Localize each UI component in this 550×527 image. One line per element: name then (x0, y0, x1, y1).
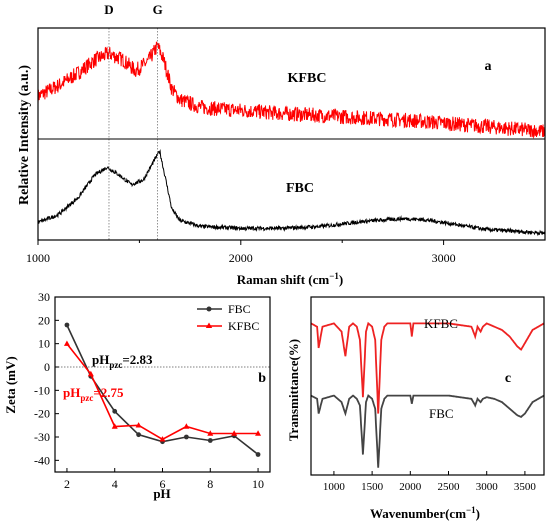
zeta-point-kfbc (183, 423, 190, 429)
panel-b-ytick-label: 30 (38, 290, 50, 304)
panel-b-legend: FBC KFBC (194, 299, 268, 337)
legend-background (194, 299, 268, 337)
panel-a-series-label-kfbc: KFBC (288, 71, 327, 86)
ftir-line-fbc (310, 394, 545, 468)
panel-c-series-label-fbc: FBC (429, 406, 454, 421)
panel-b-ytick-label: 0 (44, 360, 50, 374)
panel-a: D G 1000 2000 3000 Raman shift (cm−1) Relati… (17, 2, 546, 287)
panel-b-xtick-label: 4 (112, 477, 118, 491)
panel-b-ytick-label: 10 (38, 337, 50, 351)
zeta-point-kfbc (63, 340, 70, 346)
panel-b-xtick-label: 6 (160, 477, 166, 491)
panel-c-xlabel: Wavenumber(cm−1) (370, 505, 480, 521)
zeta-point-fbc (255, 452, 261, 457)
panel-b-ytick-label: -40 (34, 453, 50, 467)
zeta-point-fbc (207, 438, 213, 443)
zeta-point-kfbc (87, 370, 94, 377)
legend-label-fbc: FBC (228, 302, 251, 316)
panel-b-ytick-label: 20 (38, 313, 50, 327)
panel-c-xtick-label: 2500 (438, 481, 461, 493)
panel-b-ytick-label: -20 (34, 407, 50, 421)
zeta-point-kfbc (111, 423, 118, 429)
panel-b-xtick-label: 2 (64, 477, 70, 491)
panel-b-xlabel: pH (153, 486, 170, 501)
panel-a-ylabel: Relative Intensity (a.u.) (17, 65, 32, 205)
pzc-annotation-kfbc: pHpzc=2.75 (63, 385, 124, 403)
zeta-point-kfbc (207, 430, 214, 436)
panel-c-xtick-label: 1000 (323, 481, 346, 493)
panel-c-xtick-label: 3000 (476, 481, 499, 493)
raman-line-fbc (37, 148, 546, 237)
legend-marker-fbc (206, 306, 212, 312)
raman-line-kfbc (37, 41, 546, 139)
peak-label-d: D (104, 2, 113, 17)
ftir-line-kfbc (310, 321, 545, 414)
zeta-point-fbc (136, 432, 142, 438)
zeta-point-fbc (112, 408, 118, 414)
panel-c-letter: c (505, 371, 511, 386)
panel-c-frame (310, 296, 545, 476)
panel-a-frame (37, 27, 546, 241)
panel-a-series-label-fbc: FBC (286, 181, 314, 196)
legend-label-kfbc: KFBC (228, 319, 259, 333)
panel-a-xlabel: Raman shift (cm−1) (237, 271, 343, 287)
panel-c-xtick-label: 1500 (361, 481, 384, 493)
panel-c-series-label-kfbc: KFBC (424, 316, 458, 331)
panel-c: 1000 1500 2000 2500 3000 3500 Transmittance(%… (286, 296, 545, 521)
zeta-point-kfbc (255, 430, 262, 436)
zeta-point-kfbc (159, 436, 166, 442)
zeta-point-fbc (64, 322, 70, 328)
panel-b-ytick-label: -30 (34, 430, 50, 444)
panel-c-ylabel: Transmittance(%) (286, 339, 301, 441)
panel-a-xtick-label: 1000 (26, 251, 50, 265)
panel-b-letter: b (258, 371, 266, 386)
pzc-annotation-fbc: pHpzc=2.83 (92, 352, 153, 370)
panel-b-xtick-label: 8 (207, 477, 213, 491)
zeta-point-kfbc (231, 430, 238, 436)
legend-marker-kfbc (205, 322, 213, 328)
panel-b-xtick-label: 10 (252, 477, 264, 491)
zeta-point-kfbc (135, 422, 142, 428)
panel-a-xtick-label: 2000 (229, 251, 253, 265)
peak-label-g: G (153, 2, 163, 17)
panel-a-letter: a (485, 59, 492, 74)
panel-b-ylabel: Zeta (mV) (3, 356, 18, 413)
panel-c-xtick-label: 3500 (514, 481, 537, 493)
panel-b-ytick-label: -10 (34, 383, 50, 397)
panel-b: -40 -30 -20 -10 0 10 20 30 2 4 6 8 10 Zeta (mV) pH b… (3, 290, 271, 501)
zeta-point-fbc (183, 434, 189, 440)
panel-c-xtick-label: 2000 (399, 481, 422, 493)
panel-a-xtick-label: 3000 (432, 251, 456, 265)
